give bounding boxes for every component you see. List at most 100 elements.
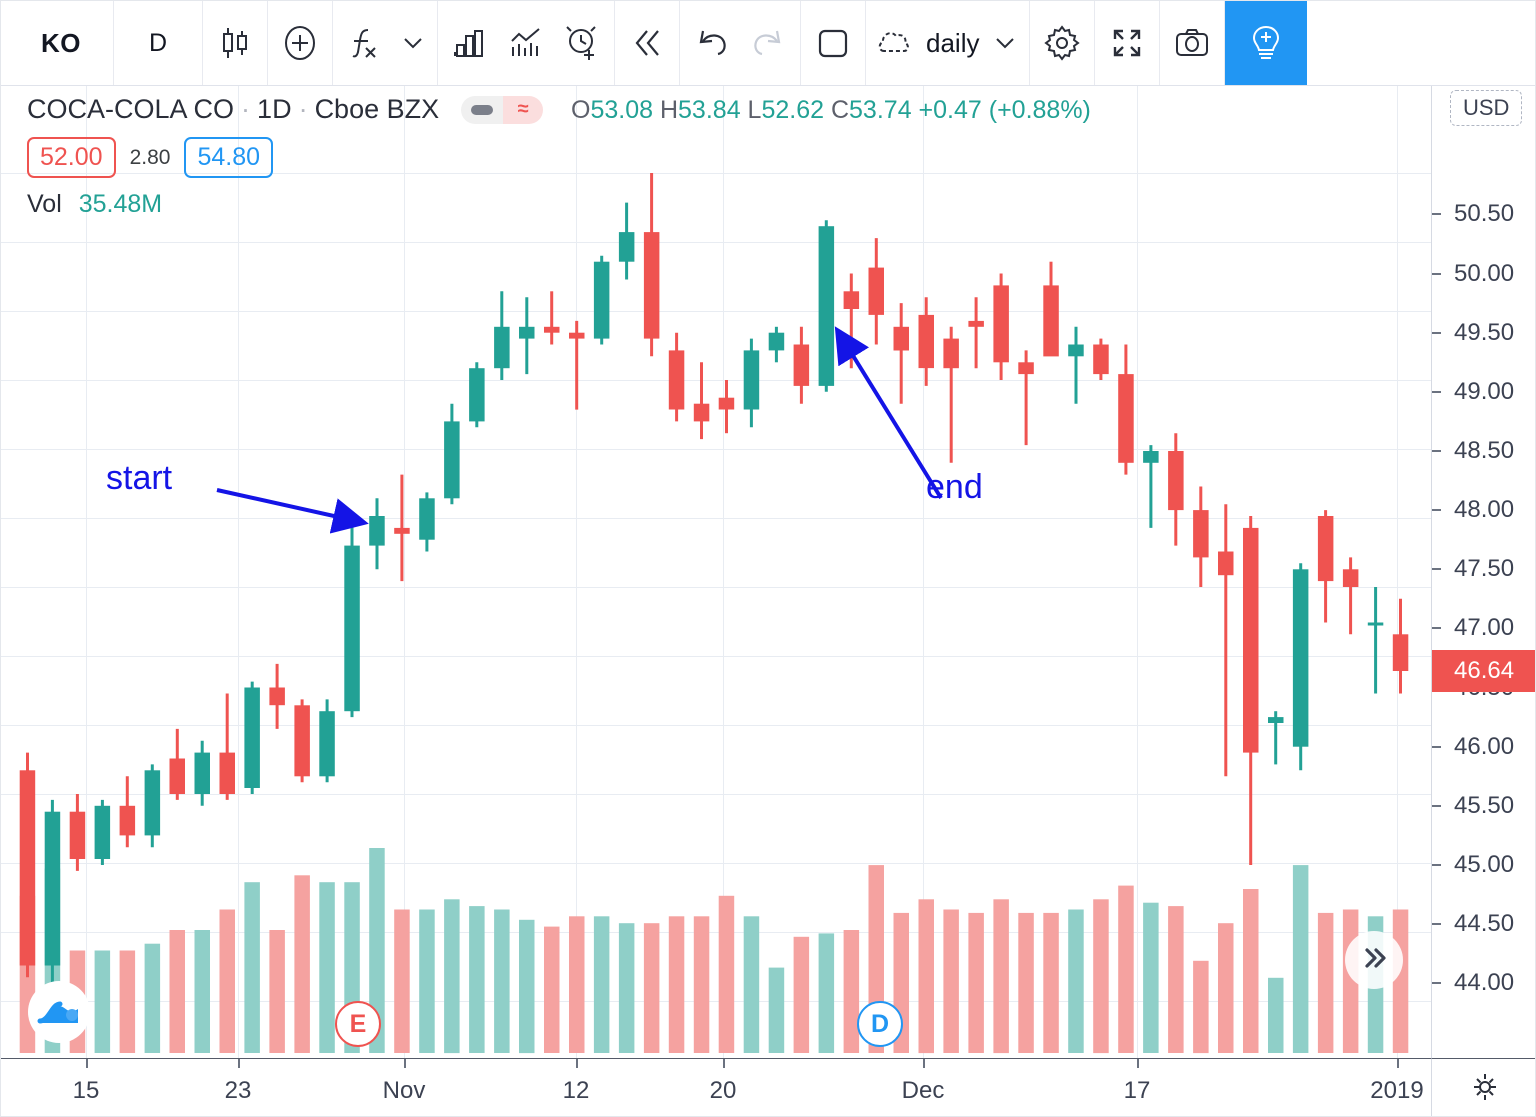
candlestick-icon	[218, 25, 252, 61]
earnings-marker[interactable]: E	[335, 1001, 381, 1047]
price-tick	[1432, 745, 1441, 748]
price-tick-label: 49.50	[1454, 318, 1515, 346]
volume-bar	[843, 930, 860, 1053]
volume-bar	[519, 919, 535, 1054]
volume-bar	[94, 950, 111, 1053]
time-tick-label: 12	[562, 1077, 590, 1104]
volume-bar	[244, 882, 260, 1053]
time-tick	[1137, 1059, 1139, 1068]
gear-icon	[1043, 24, 1081, 62]
volume-bar	[194, 930, 210, 1053]
candle-body	[1168, 451, 1184, 511]
price-axis[interactable]: USD 50.50 50.00 49.50 49.00 48.50 48.00 47.50 4…	[1431, 86, 1535, 1058]
redo-button[interactable]	[740, 1, 796, 85]
candle-body	[968, 320, 984, 327]
functions-group	[333, 1, 438, 85]
functions-dropdown-button[interactable]	[393, 1, 433, 85]
add-indicator-button[interactable]	[272, 1, 328, 85]
time-settings-icon[interactable]	[1469, 1070, 1501, 1107]
volume-bar	[1317, 912, 1334, 1053]
time-tick-label: 17	[1123, 1077, 1151, 1104]
candle-body	[893, 326, 909, 351]
volume-bar	[768, 967, 785, 1053]
price-tick	[1432, 982, 1441, 985]
scroll-forward-button[interactable]	[1345, 931, 1403, 989]
gridline-horizontal	[1, 725, 1431, 726]
functions-button[interactable]	[337, 1, 393, 85]
replay-dropdown-button[interactable]	[985, 1, 1025, 85]
indicator-chart-button[interactable]	[498, 1, 554, 85]
candle-body	[69, 811, 86, 859]
price-tick-label: 50.50	[1454, 200, 1515, 228]
replay-nav-group	[615, 1, 680, 85]
gridline-horizontal	[1, 863, 1431, 864]
candle-body	[718, 397, 735, 410]
snapshot-button[interactable]	[1164, 1, 1220, 85]
volume-bar	[1068, 909, 1084, 1053]
volume-bar	[618, 923, 635, 1053]
fullscreen-button[interactable]	[1099, 1, 1155, 85]
volume-bar	[294, 875, 310, 1053]
gridline-horizontal	[1, 1001, 1431, 1002]
replay-label[interactable]: daily	[926, 27, 980, 58]
candle-body	[419, 498, 435, 540]
undo-button[interactable]	[684, 1, 740, 85]
chart-settings-button[interactable]	[1034, 1, 1090, 85]
dividend-marker[interactable]: D	[857, 1001, 903, 1047]
chevron-down-icon	[401, 35, 425, 51]
candle-body	[219, 752, 235, 794]
lightbulb-plus-icon	[1247, 23, 1285, 63]
interval-button[interactable]: D	[148, 28, 168, 57]
volume-bar	[219, 909, 235, 1053]
time-tick-label: 20	[709, 1077, 737, 1104]
time-tick-label: Dec	[901, 1077, 945, 1104]
alarm-clock-plus-icon	[563, 24, 601, 62]
candle-body	[269, 687, 285, 706]
candlestick-style-button[interactable]	[207, 1, 263, 85]
time-axis[interactable]: 15 23 Nov 12 20 Dec 17 2019	[1, 1058, 1431, 1116]
gridline-horizontal	[1, 449, 1431, 450]
symbol-button[interactable]: KO	[41, 27, 81, 58]
fullscreen-group	[1095, 1, 1161, 85]
currency-badge[interactable]: USD	[1450, 90, 1523, 126]
rewind-icon	[629, 26, 665, 60]
price-tick	[1432, 331, 1441, 334]
chart-canvas[interactable]: COCA-COLA CO · 1D · Cboe BZX ≈ 52.00 2.8…	[1, 86, 1431, 1058]
price-tick	[1432, 390, 1441, 393]
time-tick	[238, 1059, 240, 1068]
candle-body	[319, 711, 335, 777]
candle-body	[1268, 717, 1284, 723]
volume-bar	[693, 916, 710, 1053]
time-tick-label: 23	[224, 1077, 252, 1104]
candle-body	[1118, 374, 1134, 463]
time-tick	[576, 1059, 578, 1068]
volume-bar	[1018, 912, 1034, 1053]
candle-body	[1043, 285, 1059, 357]
axis-settings-corner[interactable]	[1431, 1058, 1535, 1116]
gridline-vertical	[723, 86, 724, 1058]
volume-bar	[643, 923, 660, 1053]
candle-body	[44, 811, 61, 966]
price-tick	[1432, 863, 1441, 866]
rewind-button[interactable]	[619, 1, 675, 85]
replay-button[interactable]	[870, 1, 918, 85]
chevron-down-icon	[993, 35, 1017, 51]
tradingview-logo-icon[interactable]	[28, 981, 90, 1043]
candle-body	[793, 344, 810, 386]
chart-layout-button[interactable]	[805, 1, 861, 85]
double-chevron-right-icon	[1359, 945, 1389, 976]
volume-bar	[419, 909, 435, 1053]
gridline-horizontal	[1, 173, 1431, 174]
candle-body	[693, 403, 710, 422]
candle-body	[1018, 362, 1034, 375]
tradingview-logo-glyph	[37, 1001, 78, 1024]
volume-bar	[593, 916, 610, 1053]
publish-idea-button[interactable]	[1229, 1, 1303, 85]
volume-bar	[968, 912, 984, 1053]
price-tick-label: 49.00	[1454, 377, 1515, 405]
candle-body	[593, 261, 610, 339]
bar-chart-button[interactable]	[442, 1, 498, 85]
create-alert-button[interactable]	[554, 1, 610, 85]
candle-body	[668, 350, 685, 410]
gridline-horizontal	[1, 311, 1431, 312]
